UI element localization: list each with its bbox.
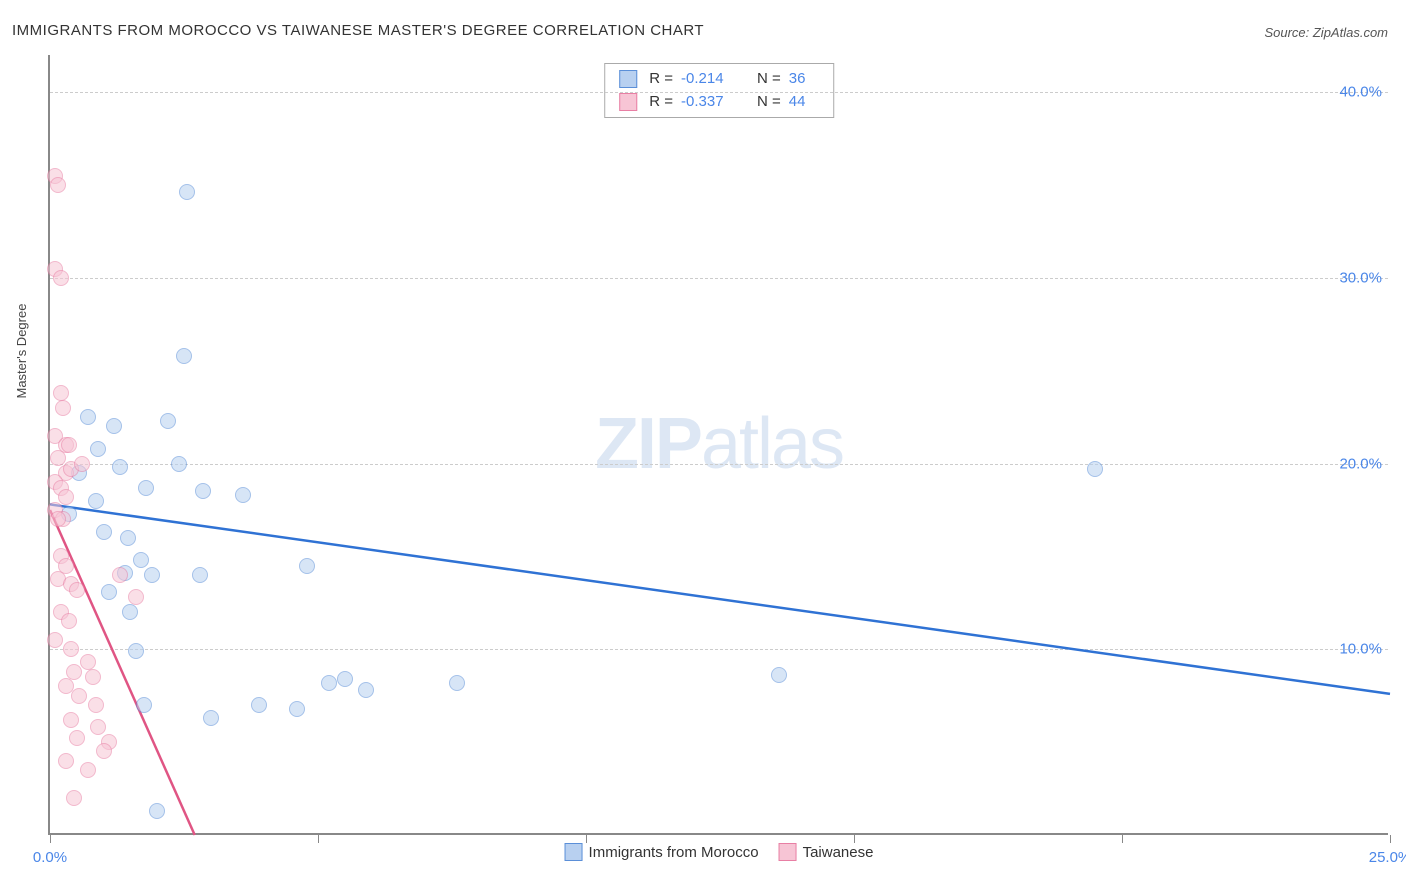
data-point — [47, 632, 63, 648]
data-point — [122, 604, 138, 620]
y-axis-label: Master's Degree — [14, 304, 29, 399]
data-point — [66, 790, 82, 806]
source-label: Source: ZipAtlas.com — [1264, 25, 1388, 40]
x-tick — [586, 835, 587, 843]
data-point — [112, 459, 128, 475]
data-point — [80, 762, 96, 778]
data-point — [771, 667, 787, 683]
data-point — [337, 671, 353, 687]
series-swatch-0 — [565, 843, 583, 861]
series-legend-item-0: Immigrants from Morocco — [565, 843, 759, 861]
data-point — [85, 669, 101, 685]
data-point — [176, 348, 192, 364]
data-point — [63, 641, 79, 657]
series-label-1: Taiwanese — [803, 844, 874, 861]
trend-line — [50, 504, 1390, 693]
data-point — [289, 701, 305, 717]
data-point — [358, 682, 374, 698]
series-legend: Immigrants from Morocco Taiwanese — [565, 843, 874, 861]
data-point — [88, 493, 104, 509]
x-tick — [1122, 835, 1123, 843]
data-point — [80, 654, 96, 670]
data-point — [90, 719, 106, 735]
data-point — [179, 184, 195, 200]
data-point — [120, 530, 136, 546]
data-point — [53, 385, 69, 401]
chart-title: IMMIGRANTS FROM MOROCCO VS TAIWANESE MAS… — [12, 22, 704, 39]
data-point — [235, 487, 251, 503]
data-point — [321, 675, 337, 691]
data-point — [58, 753, 74, 769]
x-tick — [1390, 835, 1391, 843]
data-point — [203, 710, 219, 726]
data-point — [299, 558, 315, 574]
data-point — [88, 697, 104, 713]
data-point — [171, 456, 187, 472]
data-point — [96, 743, 112, 759]
data-point — [1087, 461, 1103, 477]
data-point — [53, 270, 69, 286]
data-point — [50, 450, 66, 466]
data-point — [90, 441, 106, 457]
data-point — [251, 697, 267, 713]
data-point — [96, 524, 112, 540]
plot-area: ZIPatlas R = -0.214 N = 36 R = -0.337 N … — [48, 55, 1388, 835]
data-point — [160, 413, 176, 429]
data-point — [128, 643, 144, 659]
data-point — [66, 664, 82, 680]
data-point — [192, 567, 208, 583]
x-tick — [50, 835, 51, 843]
data-point — [50, 177, 66, 193]
data-point — [136, 697, 152, 713]
data-point — [61, 437, 77, 453]
data-point — [195, 483, 211, 499]
x-tick — [854, 835, 855, 843]
data-point — [69, 582, 85, 598]
x-tick — [318, 835, 319, 843]
series-label-0: Immigrants from Morocco — [589, 844, 759, 861]
data-point — [55, 400, 71, 416]
data-point — [149, 803, 165, 819]
data-point — [50, 511, 66, 527]
x-tick-label: 0.0% — [33, 849, 67, 866]
data-point — [133, 552, 149, 568]
data-point — [101, 584, 117, 600]
trendlines-svg — [50, 55, 1390, 835]
series-swatch-1 — [779, 843, 797, 861]
x-tick-label: 25.0% — [1369, 849, 1406, 866]
data-point — [128, 589, 144, 605]
data-point — [138, 480, 154, 496]
data-point — [58, 489, 74, 505]
data-point — [69, 730, 85, 746]
chart-container: IMMIGRANTS FROM MOROCCO VS TAIWANESE MAS… — [0, 0, 1406, 892]
data-point — [74, 456, 90, 472]
data-point — [61, 613, 77, 629]
data-point — [106, 418, 122, 434]
data-point — [144, 567, 160, 583]
data-point — [71, 688, 87, 704]
data-point — [449, 675, 465, 691]
series-legend-item-1: Taiwanese — [779, 843, 874, 861]
data-point — [112, 567, 128, 583]
data-point — [63, 712, 79, 728]
data-point — [80, 409, 96, 425]
